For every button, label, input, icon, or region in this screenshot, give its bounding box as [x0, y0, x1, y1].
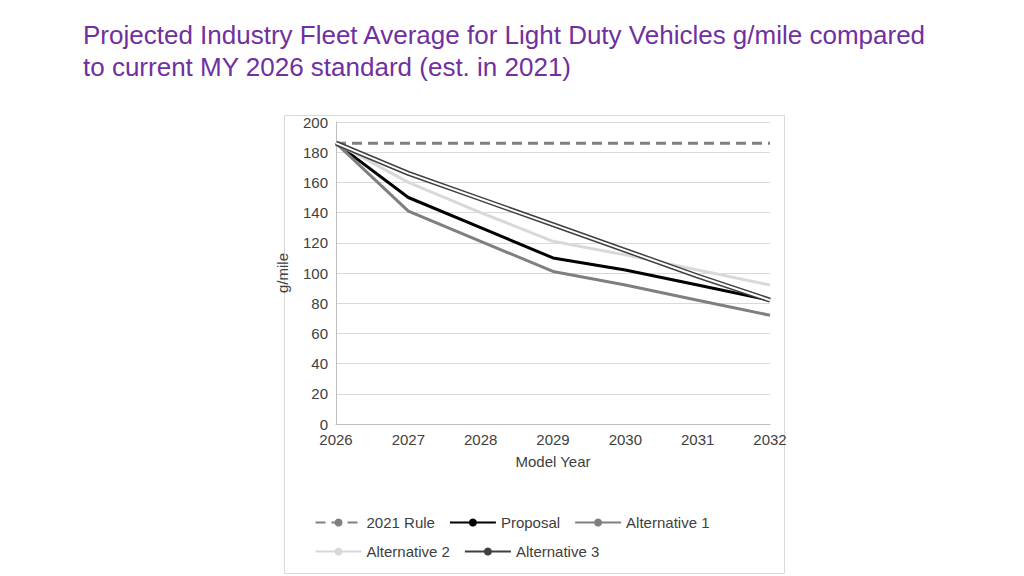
svg-text:2027: 2027: [392, 431, 425, 448]
svg-text:Model Year: Model Year: [515, 453, 590, 470]
svg-text:180: 180: [303, 144, 328, 161]
svg-text:2030: 2030: [609, 431, 642, 448]
svg-text:2032: 2032: [753, 431, 786, 448]
svg-text:0: 0: [320, 416, 328, 433]
svg-text:2029: 2029: [536, 431, 569, 448]
svg-text:40: 40: [311, 355, 328, 372]
svg-text:Alternative 1: Alternative 1: [626, 514, 709, 531]
svg-text:Proposal: Proposal: [501, 514, 560, 531]
svg-text:Alternative 3: Alternative 3: [516, 543, 599, 560]
svg-text:140: 140: [303, 204, 328, 221]
svg-text:2026: 2026: [319, 431, 352, 448]
svg-text:100: 100: [303, 265, 328, 282]
svg-text:160: 160: [303, 174, 328, 191]
svg-text:Projected Industry Fleet Avera: Projected Industry Fleet Average for Lig…: [83, 20, 932, 50]
svg-text:Alternative 2: Alternative 2: [367, 543, 450, 560]
svg-text:2031: 2031: [681, 431, 714, 448]
svg-text:60: 60: [311, 325, 328, 342]
svg-text:2021 Rule: 2021 Rule: [367, 514, 435, 531]
svg-text:to current MY 2026 standard (e: to current MY 2026 standard (est. in 202…: [83, 52, 571, 82]
svg-text:2028: 2028: [464, 431, 497, 448]
svg-text:80: 80: [311, 295, 328, 312]
svg-text:20: 20: [311, 385, 328, 402]
svg-text:200: 200: [303, 114, 328, 131]
svg-text:120: 120: [303, 234, 328, 251]
svg-text:g/mile: g/mile: [274, 253, 291, 293]
